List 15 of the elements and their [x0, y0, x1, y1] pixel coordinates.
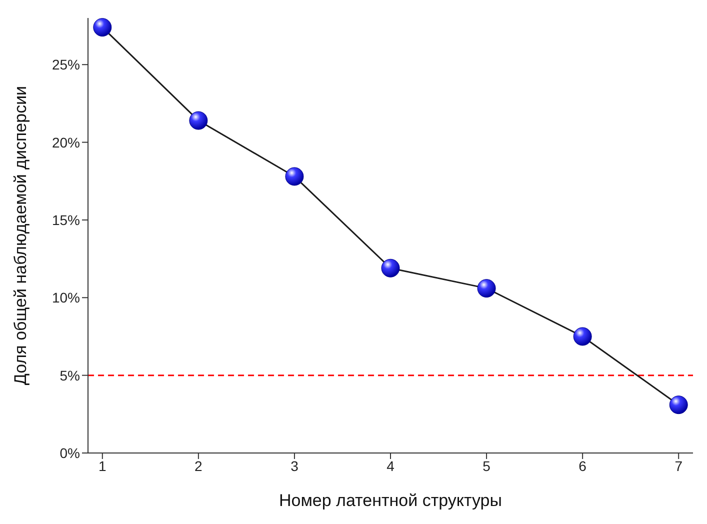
x-axis-title: Номер латентной структуры [279, 491, 502, 510]
y-tick-label: 20% [52, 134, 80, 150]
x-tick-label: 4 [386, 458, 395, 474]
y-tick-label: 0% [60, 444, 80, 461]
x-tick-label: 2 [194, 458, 203, 474]
x-tick-label: 7 [674, 458, 683, 474]
y-tick-label: 5% [60, 367, 80, 384]
x-tick-label: 3 [290, 458, 299, 474]
y-tick-label: 10% [52, 290, 80, 306]
x-tick-label: 5 [482, 458, 491, 474]
y-tick-label: 15% [52, 212, 80, 228]
x-tick-label: 6 [578, 458, 587, 474]
x-tick-label: 1 [98, 458, 107, 474]
y-axis-title: Доля общей наблюдаемой дисперсии [11, 86, 30, 386]
y-tick-label: 25% [52, 56, 80, 73]
